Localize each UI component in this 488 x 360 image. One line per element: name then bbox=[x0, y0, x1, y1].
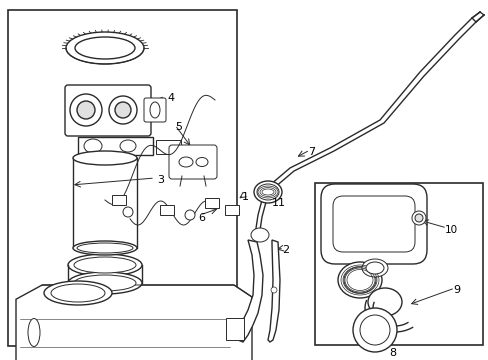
Circle shape bbox=[77, 101, 95, 119]
Circle shape bbox=[123, 207, 133, 217]
Ellipse shape bbox=[120, 140, 136, 152]
Circle shape bbox=[109, 96, 137, 124]
Ellipse shape bbox=[257, 184, 279, 200]
Circle shape bbox=[70, 94, 102, 126]
Circle shape bbox=[184, 210, 195, 220]
Ellipse shape bbox=[75, 37, 135, 59]
Ellipse shape bbox=[68, 272, 142, 294]
Text: 5: 5 bbox=[175, 122, 182, 132]
Bar bbox=[156, 140, 181, 154]
Circle shape bbox=[270, 287, 276, 293]
Circle shape bbox=[115, 102, 131, 118]
Circle shape bbox=[359, 315, 389, 345]
Ellipse shape bbox=[77, 243, 133, 253]
Text: 11: 11 bbox=[271, 198, 285, 208]
Bar bbox=[8, 10, 237, 346]
Text: 3: 3 bbox=[157, 175, 163, 185]
Text: 8: 8 bbox=[388, 348, 396, 358]
Ellipse shape bbox=[196, 158, 207, 166]
Ellipse shape bbox=[84, 139, 102, 153]
Ellipse shape bbox=[367, 288, 401, 316]
Bar bbox=[225, 318, 244, 340]
Ellipse shape bbox=[253, 181, 282, 203]
Ellipse shape bbox=[68, 254, 142, 276]
Text: 6: 6 bbox=[198, 213, 204, 223]
Text: 1: 1 bbox=[242, 192, 248, 202]
Ellipse shape bbox=[74, 257, 136, 273]
Bar bbox=[160, 205, 174, 215]
Ellipse shape bbox=[74, 275, 136, 291]
Bar bbox=[224, 205, 239, 215]
FancyBboxPatch shape bbox=[143, 98, 165, 122]
Ellipse shape bbox=[337, 262, 381, 298]
Ellipse shape bbox=[44, 281, 112, 305]
Circle shape bbox=[352, 308, 396, 352]
Polygon shape bbox=[16, 285, 251, 360]
Ellipse shape bbox=[73, 151, 137, 165]
Bar bbox=[78, 137, 153, 155]
Ellipse shape bbox=[343, 267, 375, 293]
Polygon shape bbox=[238, 240, 263, 342]
Ellipse shape bbox=[361, 259, 387, 277]
Ellipse shape bbox=[51, 284, 105, 302]
Text: 10: 10 bbox=[444, 225, 457, 235]
Bar bbox=[112, 195, 126, 205]
Ellipse shape bbox=[66, 32, 143, 64]
Ellipse shape bbox=[150, 102, 160, 118]
Ellipse shape bbox=[179, 157, 193, 167]
Ellipse shape bbox=[28, 319, 40, 346]
Bar bbox=[314, 183, 482, 345]
FancyBboxPatch shape bbox=[65, 85, 151, 136]
Ellipse shape bbox=[250, 228, 268, 242]
Ellipse shape bbox=[73, 241, 137, 255]
Ellipse shape bbox=[365, 262, 383, 274]
Polygon shape bbox=[267, 240, 280, 342]
Text: 7: 7 bbox=[307, 147, 314, 157]
Text: 2: 2 bbox=[282, 245, 288, 255]
Text: 9: 9 bbox=[452, 285, 459, 295]
Text: 4: 4 bbox=[167, 93, 174, 103]
Circle shape bbox=[414, 214, 422, 222]
Circle shape bbox=[411, 211, 425, 225]
Bar bbox=[204, 198, 219, 208]
FancyBboxPatch shape bbox=[169, 145, 217, 179]
